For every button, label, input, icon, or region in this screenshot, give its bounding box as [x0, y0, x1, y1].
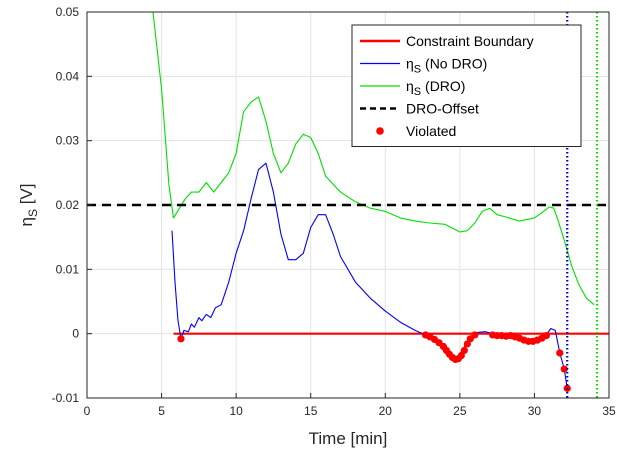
violated-marker	[556, 349, 564, 357]
violated-marker	[177, 335, 185, 343]
legend-label: ηS (No DRO)	[406, 56, 487, 76]
y-axis-title: ηS [V]	[17, 184, 40, 227]
violated-marker	[460, 346, 468, 354]
violated-marker	[542, 331, 550, 340]
violated-marker	[471, 331, 479, 339]
y-axis-title-symbol: η	[17, 217, 36, 226]
y-axis-title-text: ηS [V]	[17, 184, 40, 227]
y-tick-label: -0.01	[52, 391, 80, 405]
legend-item-constraint-boundary: Constraint Boundary	[360, 33, 534, 49]
y-tick-label: 0.03	[56, 134, 80, 148]
y-tick-label: 0.05	[56, 5, 80, 19]
x-tick-label: 10	[229, 404, 243, 418]
y-axis-title-subscript: S	[26, 209, 40, 217]
x-tick-label: 15	[304, 404, 318, 418]
x-tick-label: 5	[158, 404, 165, 418]
x-tick-label: 20	[379, 404, 393, 418]
x-tick-label: 0	[84, 404, 91, 418]
x-tick-label: 30	[528, 404, 542, 418]
legend-box	[351, 24, 582, 147]
series-dro-line	[152, 12, 595, 306]
axes: 0 5 10 15 20 25 30 35 -0.01 0 0.01 0.02 0.03 0.04 0.05	[52, 5, 616, 418]
legend-item-dro: ηS (DRO)	[360, 78, 465, 98]
legend-item-violated: Violated	[376, 123, 456, 139]
axes-frame	[86, 11, 610, 399]
x-tick-label: 25	[453, 404, 467, 418]
y-tick-label: 0	[72, 327, 79, 341]
legend-label: DRO-Offset	[406, 101, 479, 117]
x-tick-label: 35	[602, 404, 616, 418]
legend-marker	[376, 127, 384, 135]
legend-item-dro-offset: DRO-Offset	[360, 101, 479, 117]
y-tick-label: 0.02	[56, 198, 80, 212]
plot-area	[87, 12, 609, 398]
y-tick-label: 0.04	[56, 69, 80, 83]
legend: Constraint Boundary ηS (No DRO)ηS (DRO) DR…	[351, 24, 582, 147]
legend-label: Violated	[406, 123, 456, 139]
y-tick-label: 0.01	[56, 262, 80, 276]
violated-marker	[560, 365, 568, 373]
legend-label: ηS (DRO)	[406, 78, 465, 98]
x-axis-title: Time [min]	[309, 429, 388, 448]
legend-item-no-dro: ηS (No DRO)	[360, 56, 487, 76]
y-axis-title-unit: [V]	[17, 184, 36, 210]
legend-label: Constraint Boundary	[406, 33, 534, 49]
